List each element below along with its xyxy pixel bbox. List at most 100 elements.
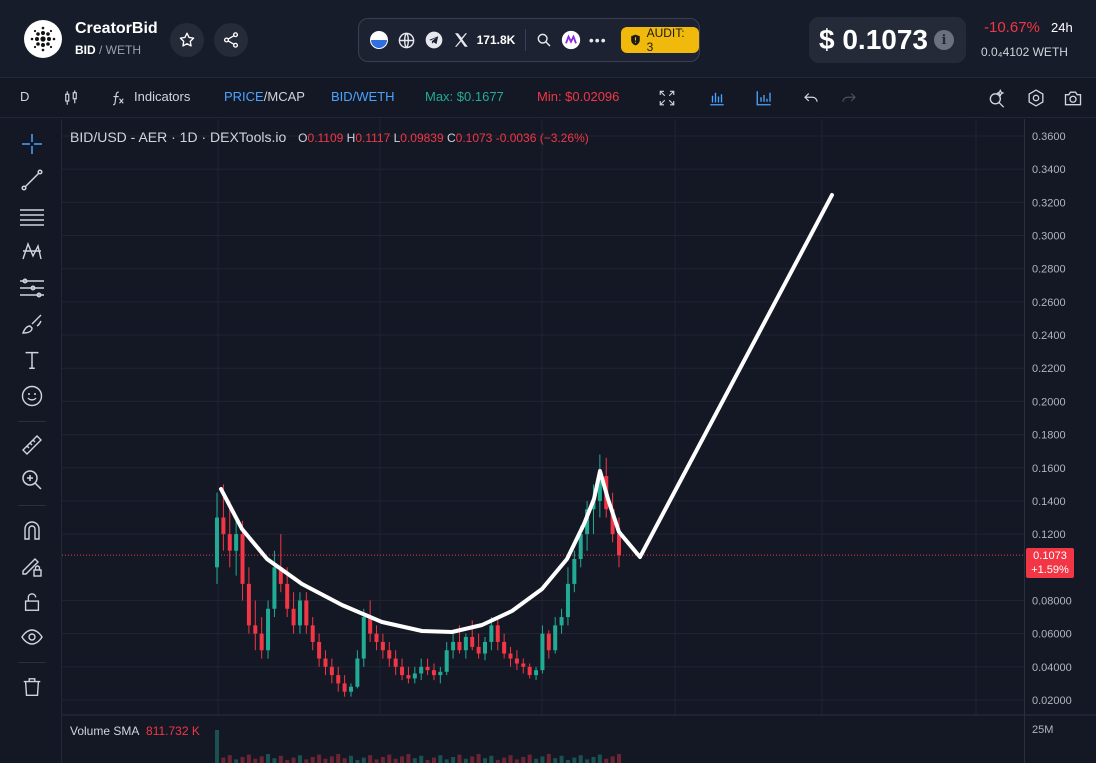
audit-badge[interactable]: AUDIT: 3 (620, 26, 700, 54)
stats-button[interactable] (753, 87, 775, 109)
mcap-option[interactable]: MCAP (267, 89, 305, 104)
volume-bar (393, 758, 398, 763)
share-button[interactable] (214, 23, 248, 57)
dex-logo-icon (561, 30, 581, 50)
token-name: CreatorBid (75, 20, 158, 37)
volume-toggle-button[interactable] (706, 87, 728, 109)
share-icon (223, 32, 239, 48)
crosshair-icon (22, 134, 42, 154)
settings-button[interactable] (1025, 87, 1047, 109)
volume-bar (323, 758, 328, 763)
cup-and-handle-line (219, 193, 834, 634)
text-tool[interactable] (19, 347, 45, 373)
crosshair-tool[interactable] (19, 131, 45, 157)
website-link[interactable] (397, 30, 416, 50)
info-icon[interactable]: i (934, 30, 954, 50)
pattern-tool[interactable] (19, 238, 45, 264)
prediction-tool[interactable] (19, 275, 45, 301)
redo-button[interactable] (838, 87, 860, 109)
chart-toolbar: D Indicators PRICE/MCAP BID/WETH Max: $0… (0, 78, 1096, 118)
price-option[interactable]: PRICE (224, 89, 264, 104)
zoom-tool[interactable] (19, 467, 45, 493)
undo-icon (804, 93, 818, 102)
indicators-button[interactable]: Indicators (134, 89, 191, 104)
candle (521, 658, 526, 674)
lock-drawings-tool[interactable] (19, 553, 45, 579)
telegram-link[interactable] (424, 30, 444, 50)
chart-type-button[interactable] (60, 87, 82, 109)
volume-bar (278, 755, 283, 763)
high-value: 0.1117 (355, 131, 391, 145)
price-mcap-toggle[interactable]: PRICE/MCAP (224, 89, 305, 104)
gear-icon (1028, 89, 1044, 107)
volume-bar (215, 730, 219, 763)
volume-label: Volume SMA (70, 724, 139, 738)
function-icon (113, 91, 124, 106)
fullscreen-button[interactable] (656, 87, 678, 109)
price-chart[interactable]: 25M 0.3600 0.3400 0.3200 0.3000 0.2800 0.2600… (62, 119, 1096, 763)
y-tick-label: 0.2800 (1032, 264, 1066, 276)
change-value: -0.0036 (−3.26%) (495, 131, 589, 145)
chain-link[interactable] (369, 30, 389, 50)
smiley-icon (21, 385, 43, 407)
trend-line-tool[interactable] (19, 167, 45, 193)
quick-search-button[interactable] (986, 87, 1008, 109)
trend-line-icon (21, 169, 43, 191)
candle (451, 633, 456, 659)
y-tick-label: 0.1800 (1032, 430, 1066, 442)
candle (540, 625, 545, 674)
candle (514, 650, 519, 671)
candle (246, 567, 251, 634)
volume-bar (425, 760, 430, 763)
candle (374, 625, 379, 651)
min-price-label: Min: $0.02096 (537, 89, 620, 104)
zoom-in-icon (22, 470, 42, 490)
candle (431, 663, 436, 681)
candles (215, 454, 621, 697)
visibility-tool[interactable] (19, 624, 45, 650)
horizontal-lines-icon (20, 209, 44, 226)
globe-icon (398, 32, 415, 48)
favorite-button[interactable] (170, 23, 204, 57)
eye-icon (21, 629, 43, 645)
volume-bar (342, 758, 347, 763)
candle (349, 683, 353, 697)
candle (565, 567, 570, 626)
brush-tool[interactable] (19, 311, 45, 337)
change-period: 24h (1051, 20, 1073, 35)
pair-toggle[interactable]: BID/WETH (331, 89, 395, 104)
fib-tool[interactable] (19, 203, 45, 229)
pattern-icon (22, 242, 42, 260)
volume-bar (546, 754, 551, 763)
more-links-button[interactable]: ••• (588, 32, 607, 48)
search-link[interactable] (534, 30, 553, 50)
volume-bar (553, 758, 558, 763)
undo-button[interactable] (800, 87, 822, 109)
screenshot-button[interactable] (1062, 87, 1084, 109)
token-logo (24, 20, 62, 58)
volume-legend: Volume SMA 811.732 K (70, 724, 200, 738)
emoji-tool[interactable] (19, 383, 45, 409)
shield-icon (630, 34, 640, 46)
search-icon (537, 33, 551, 47)
pair-quote: / WETH (99, 43, 142, 57)
chart-canvas[interactable]: 25M 0.3600 0.3400 0.3200 0.3000 0.2800 0.2600… (62, 119, 1096, 763)
indicators-icon-btn[interactable] (107, 87, 129, 109)
pair-header: CreatorBid BID / WETH 171.8K ••• AUDIT: … (0, 0, 1096, 78)
dex-link[interactable] (561, 30, 581, 50)
interval-selector[interactable]: D (20, 89, 30, 104)
tool-divider (18, 662, 46, 663)
text-icon (25, 351, 39, 369)
lock-tool[interactable] (19, 589, 45, 615)
volume-bar (534, 758, 539, 763)
volume-bar (508, 755, 513, 763)
audit-label: AUDIT: 3 (646, 26, 685, 54)
volume-bar (483, 758, 487, 763)
chart-grid (62, 119, 1024, 715)
volume-bar (572, 757, 577, 763)
x-link[interactable] (452, 30, 471, 50)
magnet-tool[interactable] (19, 517, 45, 543)
delete-tool[interactable] (19, 674, 45, 700)
candle (444, 641, 449, 676)
measure-tool[interactable] (19, 432, 45, 458)
